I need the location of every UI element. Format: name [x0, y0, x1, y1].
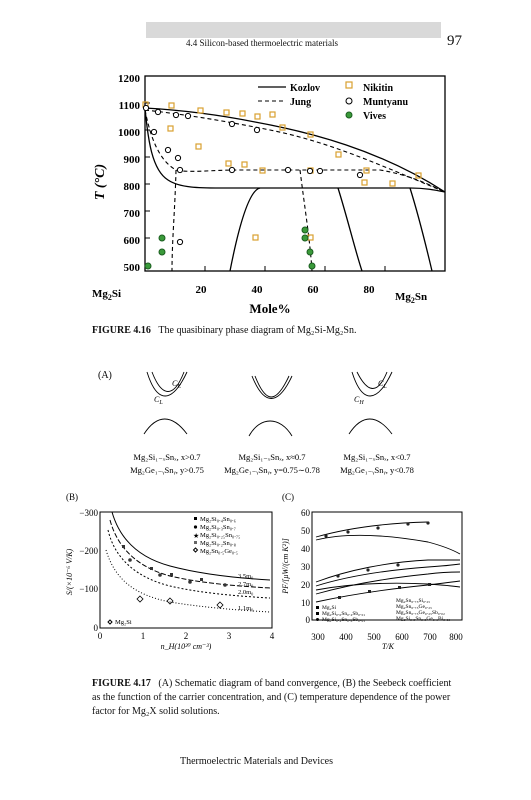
jung-curves — [144, 109, 446, 272]
y-tick: 1100 — [119, 100, 141, 112]
legend-c: Mg₂Sn₀.₇₅Si₀.₂₅ — [396, 598, 430, 604]
caption-4-16: FIGURE 4.16 The quasibinary phase diagra… — [92, 325, 357, 336]
seebeck-panel: (B) −300 −200 −100 0 0 1 2 3 4 n_H(10²⁰ … — [65, 492, 275, 650]
y-tick: 30 — [301, 562, 311, 572]
composition-line: Mg₂Ge₁₋ᵧSnᵧ, y>0.75 — [130, 465, 204, 476]
legend-vives: Vives — [363, 111, 386, 122]
svg-text:★: ★ — [193, 532, 199, 540]
x-axis-label: T/K — [382, 642, 395, 650]
x-tick: 400 — [339, 632, 353, 642]
panel-a-label: (A) — [98, 370, 112, 381]
x-tick: 4 — [270, 631, 275, 641]
y-axis-label: S/(×10⁻⁶ V/K) — [65, 548, 74, 595]
y-tick: 20 — [301, 580, 311, 590]
mg2si-label: Mg₂Si — [115, 619, 132, 626]
legend-nikitin: Nikitin — [363, 83, 393, 94]
x-end-left: Mg2Si — [92, 288, 121, 302]
header-band — [146, 22, 441, 38]
curve-label: 2.0m₀ — [238, 589, 253, 596]
y-tick: 10 — [301, 598, 311, 608]
kozlov-curves — [144, 107, 446, 272]
cl-label: CL — [154, 395, 163, 406]
page-number: 97 — [447, 33, 462, 49]
power-factor-panel: (C) 60 50 40 30 20 10 0 300 400 500 600 … — [281, 492, 463, 650]
legend-c: Mg₂Si — [322, 605, 337, 611]
legend-jung: Jung — [290, 97, 311, 108]
seebeck-frame — [99, 511, 273, 629]
y-tick: 40 — [301, 544, 311, 554]
legend-c: Mg₂Si₀.₅Sn₀.₅Ge₀.₁Bi₀.₀₃ — [396, 616, 450, 622]
phase-legend: Kozlov Jung Nikitin Muntyanu Vives — [258, 81, 408, 122]
composition-line: Mg₂Ge₁₋ᵧSnᵧ, y=0.75∼0.78 — [224, 465, 320, 476]
curve-label: 3.5m₀ — [238, 573, 253, 580]
composition-line: Mg₂Si₁₋ₓSnₓ, x<0.7 — [343, 452, 410, 462]
composition-line: Mg₂Si₁₋ₓSnₓ, x≈0.7 — [238, 452, 305, 462]
x-tick: 700 — [423, 632, 437, 642]
y-axis-label: PF/[μW/(cm K²)] — [281, 538, 290, 595]
y-axis-label: T (°C) — [93, 164, 108, 200]
y-tick: 900 — [124, 154, 141, 166]
phase-plot-frame — [144, 75, 446, 272]
legend-c: Mg₂Si₀.₄Sn₀.₆Sb₀.₀₁ — [322, 617, 365, 623]
y-tick: 600 — [124, 235, 141, 247]
x-tick: 60 — [308, 284, 320, 296]
composition-line: Mg₂Si₁₋ₓSnₓ, x>0.7 — [133, 452, 200, 462]
y-tick: −100 — [79, 584, 98, 594]
x-axis-label: Mole% — [249, 301, 290, 316]
y-tick: 700 — [124, 208, 141, 220]
y-tick: −200 — [79, 546, 98, 556]
legend-b: Mg₂Si₀.₂Sn₀.₈ — [200, 540, 236, 547]
x-axis-label: n_H(10²⁰ cm⁻³) — [161, 642, 212, 650]
x-end-right: Mg2Sn — [395, 291, 427, 305]
legend-muntyanu: Muntyanu — [363, 97, 408, 108]
legend-kozlov: Kozlov — [290, 83, 320, 94]
curve-label: 1.1m₀ — [238, 605, 253, 612]
y-tick: 1000 — [118, 127, 141, 139]
muntyanu-points — [142, 104, 364, 246]
x-tick: 800 — [449, 632, 463, 642]
cl-label-right: CL — [378, 379, 387, 390]
composition-line: Mg₂Ge₁₋ᵧSnᵧ, y<0.78 — [340, 465, 414, 476]
panel-c-label: (C) — [282, 492, 294, 502]
y-tick: 500 — [124, 262, 141, 274]
legend-b: Mg₂Si₀.₄Sn₀.₆ — [200, 516, 236, 523]
pf-frame — [311, 511, 463, 621]
x-tick: 0 — [98, 631, 103, 641]
curve-label: 2.7m₀ — [238, 581, 253, 588]
running-head: 4.4 Silicon-based thermoelectric materia… — [186, 38, 338, 48]
legend-c: Mg₂Si₀.₆Sn₀.₄Sb₀.₀₁ — [322, 611, 365, 617]
x-tick: 2 — [184, 631, 189, 641]
x-tick: 80 — [364, 284, 376, 296]
y-tick: 50 — [301, 526, 311, 536]
legend-b: Mg₂Sn₀.₅Ge₀.₅ — [200, 548, 238, 555]
y-tick: 1200 — [118, 73, 141, 85]
legend-c: Mg₂Sn₀.₇₅Ge₀.₂₅Sb₀.₀₂ — [396, 610, 445, 616]
legend-b: Mg₂Si₀.₃Sn₀.₇ — [200, 524, 236, 531]
phase-diagram: 1200 1100 1000 900 800 700 600 500 20 40… — [92, 73, 446, 316]
legend-c: Mg₂Sn₀.₇₅Ge₀.₂₅ — [396, 604, 432, 610]
legend-b: Mg₂Si₀.₂₅Sn₀.₇₅ — [200, 532, 240, 539]
y-tick: 0 — [306, 615, 311, 625]
vives-points — [144, 226, 316, 270]
y-tick: 800 — [124, 181, 141, 193]
x-tick: 20 — [196, 284, 208, 296]
ch-label: CH — [354, 395, 364, 406]
caption-4-17: FIGURE 4.17 (A) Schematic diagram of ban… — [92, 678, 452, 717]
x-tick: 500 — [367, 632, 381, 642]
panel-b-label: (B) — [66, 492, 78, 502]
y-tick: 0 — [94, 623, 99, 633]
y-tick: −300 — [79, 508, 98, 518]
x-tick: 1 — [141, 631, 146, 641]
x-tick: 300 — [311, 632, 325, 642]
footer: Thermoelectric Materials and Devices — [180, 756, 333, 767]
x-tick: 40 — [252, 284, 264, 296]
x-tick: 3 — [227, 631, 232, 641]
band-convergence-panel: (A) CE CL CL CH Mg₂Si₁₋ₓSnₓ, x>0.7 Mg₂Si… — [98, 370, 414, 476]
x-tick: 600 — [395, 632, 409, 642]
y-tick: 60 — [301, 508, 311, 518]
ce-label: CE — [172, 379, 181, 390]
